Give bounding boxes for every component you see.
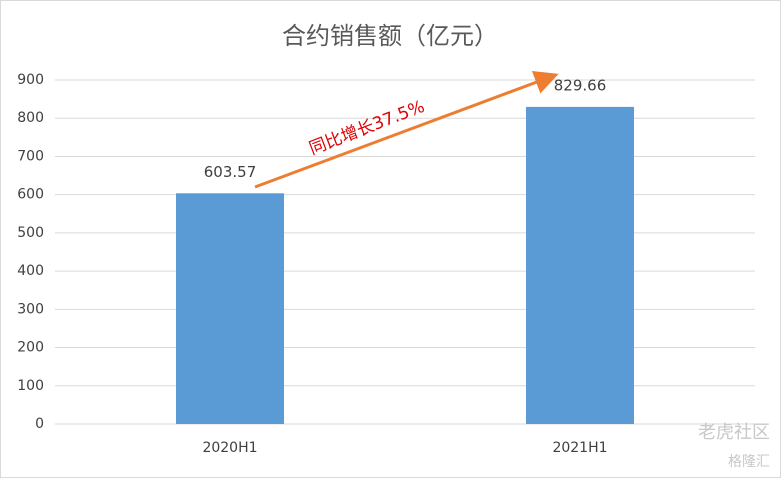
watermark: 格隆汇 (728, 454, 770, 470)
bar (176, 193, 284, 424)
y-tick-label: 500 (17, 225, 44, 241)
y-tick-label: 0 (35, 416, 44, 432)
y-tick-label: 700 (17, 148, 44, 164)
value-label: 829.66 (554, 76, 607, 94)
x-tick-label: 2020H1 (202, 440, 257, 456)
y-tick-label: 200 (17, 340, 44, 356)
y-tick-label: 400 (17, 263, 44, 279)
x-tick-label: 2021H1 (552, 440, 607, 456)
chart-title: 合约销售额（亿元） (282, 22, 498, 50)
watermark: 老虎社区 (698, 422, 770, 443)
bar (526, 106, 634, 425)
y-tick-label: 800 (17, 110, 44, 126)
y-tick-label: 300 (17, 301, 44, 317)
arrow (254, 71, 559, 189)
value-label: 603.57 (204, 163, 257, 181)
y-tick-label: 600 (17, 187, 44, 203)
y-tick-label: 900 (17, 72, 44, 88)
y-tick-label: 100 (17, 378, 44, 394)
